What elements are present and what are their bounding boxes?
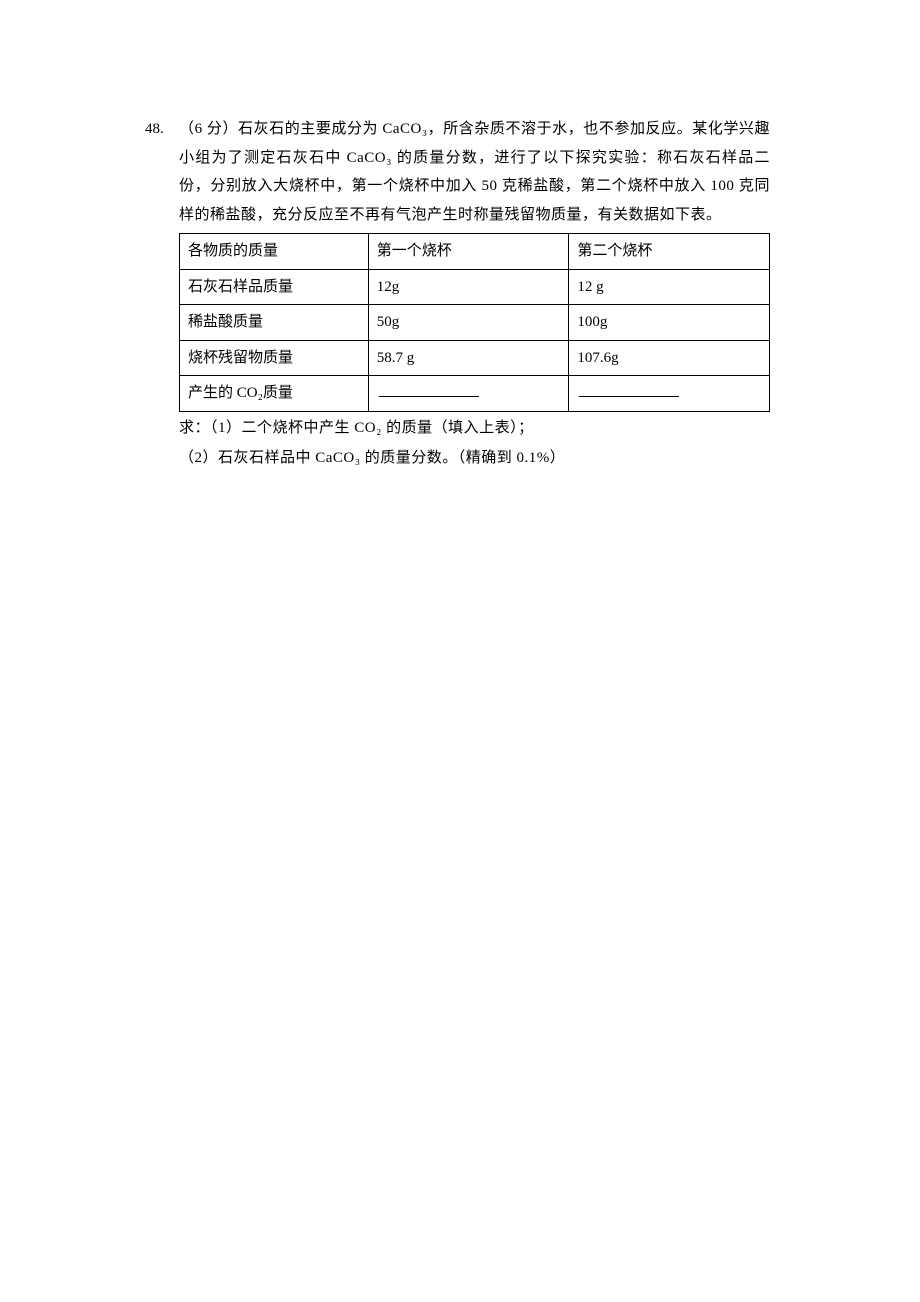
table-cell: 100g [569, 305, 770, 341]
table-cell: 烧杯残留物质量 [180, 340, 369, 376]
table-header-cell: 第一个烧杯 [368, 234, 569, 270]
table-cell: 稀盐酸质量 [180, 305, 369, 341]
table-header-row: 各物质的质量 第一个烧杯 第二个烧杯 [180, 234, 770, 270]
question-intro: （6 分）石灰石的主要成分为 CaCO₃，所含杂质不溶于水，也不参加反应。某化学… [179, 115, 770, 229]
table-row: 石灰石样品质量 12g 12 g [180, 269, 770, 305]
data-table: 各物质的质量 第一个烧杯 第二个烧杯 石灰石样品质量 12g 12 g 稀盐酸质… [179, 233, 770, 412]
table-cell-blank [569, 376, 770, 412]
blank-underline [379, 383, 479, 397]
table-cell: 石灰石样品质量 [180, 269, 369, 305]
table-header-cell: 各物质的质量 [180, 234, 369, 270]
table-row: 烧杯残留物质量 58.7 g 107.6g [180, 340, 770, 376]
sub-question-2: （2）石灰石样品中 CaCO₃ 的质量分数。（精确到 0.1%） [179, 444, 770, 473]
table-cell: 107.6g [569, 340, 770, 376]
table-cell: 50g [368, 305, 569, 341]
table-cell: 12 g [569, 269, 770, 305]
table-cell: 58.7 g [368, 340, 569, 376]
table-cell-blank [368, 376, 569, 412]
table-cell-label: 产生的 CO₂质量 [180, 376, 369, 412]
question-points: （6 分） [179, 121, 238, 137]
question-block: 48. （6 分）石灰石的主要成分为 CaCO₃，所含杂质不溶于水，也不参加反应… [145, 115, 770, 473]
question-content: （6 分）石灰石的主要成分为 CaCO₃，所含杂质不溶于水，也不参加反应。某化学… [179, 115, 770, 473]
blank-underline [579, 383, 679, 397]
table-cell: 12g [368, 269, 569, 305]
table-row: 产生的 CO₂质量 [180, 376, 770, 412]
table-row: 稀盐酸质量 50g 100g [180, 305, 770, 341]
sub-question-prefix: 求： [179, 420, 210, 436]
sub-question-1: 求：（1）二个烧杯中产生 CO₂ 的质量（填入上表）； [179, 414, 770, 443]
table-header-cell: 第二个烧杯 [569, 234, 770, 270]
question-number: 48. [145, 115, 179, 473]
question-intro-text: 石灰石的主要成分为 CaCO₃，所含杂质不溶于水，也不参加反应。某化学兴趣小组为… [179, 121, 770, 223]
sub-question-1-text: （1）二个烧杯中产生 CO₂ 的质量（填入上表）； [210, 420, 534, 436]
